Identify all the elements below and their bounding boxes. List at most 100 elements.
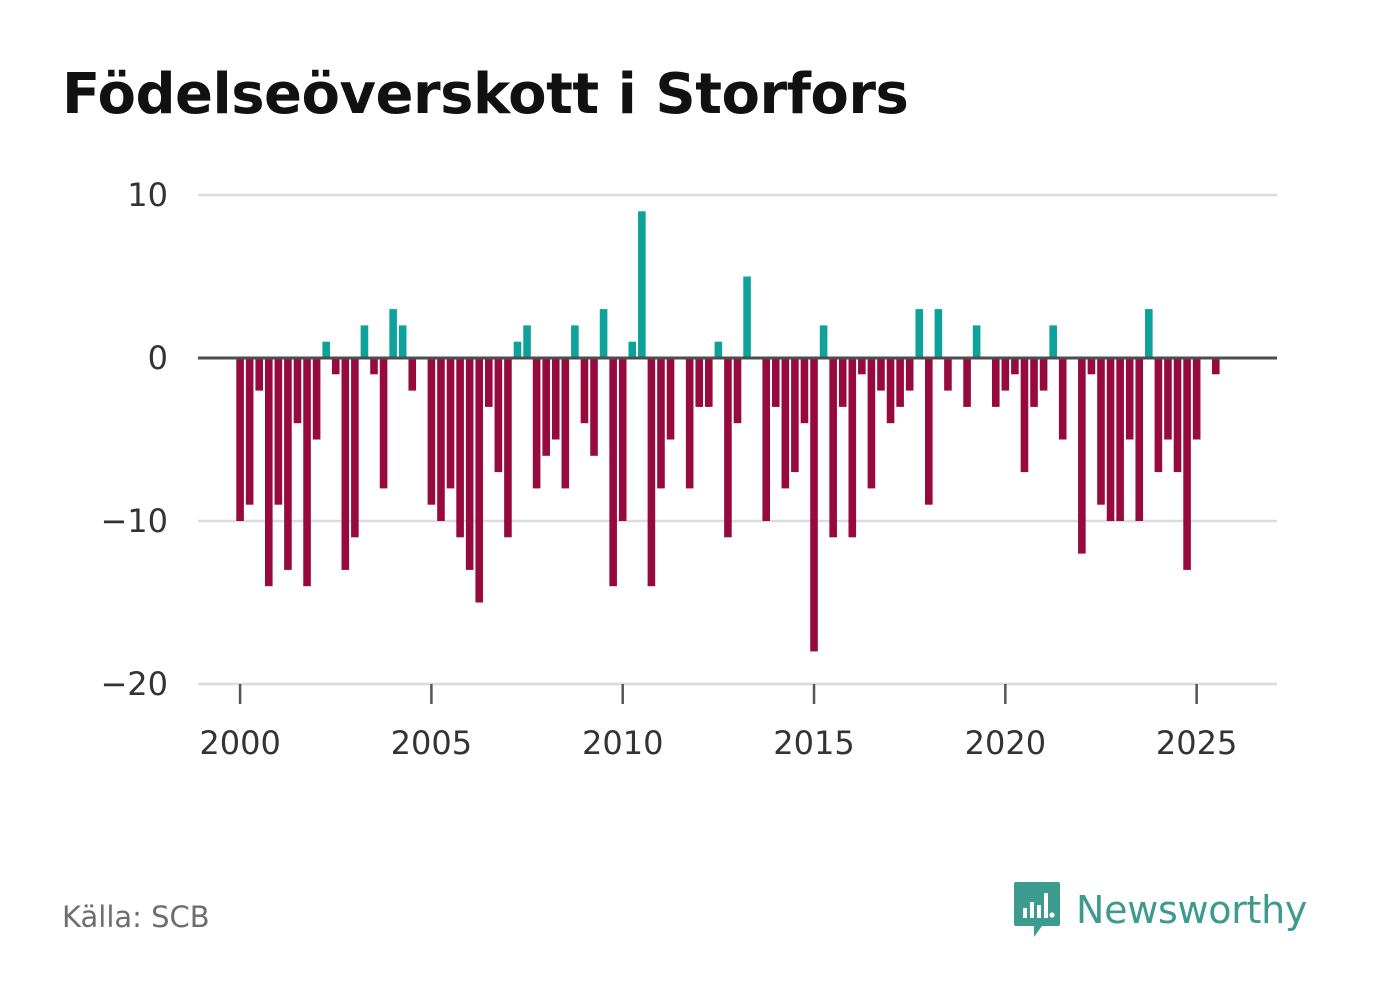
bar	[848, 358, 857, 538]
bar	[1030, 358, 1038, 407]
bar	[437, 358, 445, 521]
bar	[800, 358, 809, 424]
brand-name: Newsworthy	[1076, 888, 1308, 932]
bar	[360, 325, 369, 358]
bar	[465, 358, 474, 570]
bar	[733, 358, 742, 424]
x-tick-label: 2015	[773, 724, 854, 762]
bar	[628, 341, 637, 358]
bar	[896, 358, 904, 407]
bar	[618, 358, 627, 521]
bar	[1049, 325, 1057, 358]
y-tick-label: 0	[148, 339, 168, 377]
bar	[504, 358, 512, 538]
bar	[551, 358, 560, 440]
x-tick-label: 2010	[582, 724, 663, 762]
bar	[322, 341, 330, 358]
bar	[370, 358, 378, 375]
bar	[590, 358, 598, 456]
bar	[580, 358, 589, 424]
bar	[972, 325, 981, 358]
bar	[245, 358, 254, 505]
bar	[705, 358, 713, 407]
chart-title: Födelseöverskott i Storfors	[62, 62, 909, 127]
bar	[303, 358, 311, 587]
bar	[1164, 358, 1172, 440]
bar	[351, 358, 359, 538]
bar	[264, 358, 273, 587]
bar	[963, 358, 971, 407]
bar	[1020, 358, 1029, 473]
bar	[886, 358, 895, 424]
y-tick-label: 10	[127, 176, 168, 214]
brand[interactable]: Newsworthy	[1012, 880, 1307, 940]
bar	[475, 358, 484, 603]
bar	[838, 358, 847, 407]
bar	[542, 358, 550, 456]
bar	[905, 358, 914, 391]
bar	[647, 358, 656, 587]
bar	[379, 358, 388, 489]
bar	[944, 358, 952, 391]
bar	[867, 358, 876, 489]
bar	[312, 358, 321, 440]
bar	[446, 358, 455, 489]
bar	[771, 358, 780, 407]
bar	[389, 309, 397, 358]
newsworthy-logo-icon	[1014, 882, 1060, 937]
bar	[398, 325, 407, 358]
bar	[484, 358, 493, 407]
bar	[666, 358, 675, 440]
bar	[284, 358, 292, 570]
bar	[1192, 358, 1201, 440]
bar	[561, 358, 570, 489]
bar	[1135, 358, 1144, 521]
bar	[1154, 358, 1163, 473]
bar	[255, 358, 264, 391]
bar	[781, 358, 790, 489]
bar	[657, 358, 665, 489]
bar	[341, 358, 350, 570]
bar	[685, 358, 694, 489]
bar	[819, 325, 828, 358]
bar	[925, 358, 933, 505]
bar	[1058, 358, 1067, 440]
bar	[523, 325, 531, 358]
bar	[571, 325, 579, 358]
bar	[532, 358, 541, 489]
bar	[714, 341, 723, 358]
bar	[743, 276, 751, 358]
bar	[408, 358, 417, 391]
bar	[877, 358, 885, 391]
y-tick-label: −10	[100, 502, 168, 540]
bar	[1039, 358, 1048, 391]
bar-chart: 10 0 −10 −20 2000 2005 2010 2015 2020 2025	[100, 176, 1277, 762]
bar	[1211, 358, 1220, 375]
bar	[829, 358, 837, 538]
bar	[858, 358, 866, 375]
bar	[791, 358, 799, 473]
bar	[427, 358, 436, 505]
x-tick-label: 2020	[965, 724, 1046, 762]
y-tick-label: −20	[100, 665, 168, 703]
bar	[1145, 309, 1153, 358]
bar	[695, 358, 704, 407]
bar	[1078, 358, 1086, 554]
bar	[991, 358, 1000, 407]
axes: 10 0 −10 −20 2000 2005 2010 2015 2020 2025	[100, 176, 1277, 762]
x-tick-label: 2005	[391, 724, 472, 762]
bar	[456, 358, 464, 538]
bar	[293, 358, 302, 424]
bar	[724, 358, 732, 538]
bar	[934, 309, 943, 358]
bar	[1106, 358, 1115, 521]
bar	[1011, 358, 1019, 375]
bar	[1183, 358, 1191, 570]
bar	[1116, 358, 1124, 521]
bar	[1173, 358, 1182, 473]
bar	[494, 358, 503, 473]
source-label: Källa: SCB	[62, 900, 210, 934]
bar	[331, 358, 340, 375]
bar	[513, 341, 522, 358]
bar	[638, 211, 646, 358]
